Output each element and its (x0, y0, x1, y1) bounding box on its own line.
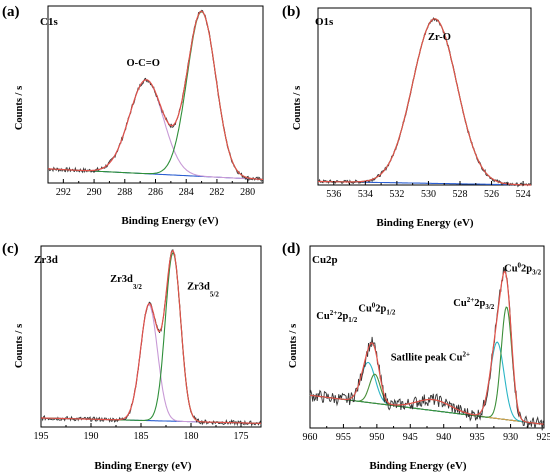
plot-frame (317, 7, 532, 186)
panel-d-ylabel: Counts / s (288, 324, 299, 368)
x-tick-label: 286 (148, 187, 163, 198)
x-tick-label: 175 (234, 431, 249, 442)
x-tick-label: 280 (240, 187, 255, 198)
peak-component-1 (47, 11, 263, 180)
peak-annotation-2: Satllite peak Cu2+ (391, 351, 470, 364)
panel-a-ylabel: Counts / s (14, 86, 25, 130)
raw-data-line (317, 16, 532, 188)
panel-b-ylabel: Counts / s (292, 86, 303, 130)
x-tick-label: 524 (516, 189, 531, 200)
panel-d-xlabel: Binding Energy (eV) (369, 460, 467, 472)
panel-b-plot: 536 534 532 530 528 526 524 Zr-O (317, 7, 532, 200)
peak-component-0 (318, 18, 531, 186)
peak-component-0 (309, 361, 545, 425)
panel-d-plot: 960 955 950 945 940 935 930 925 Cu2+2p1/2Cu02p1/… (303, 245, 550, 443)
x-tick-label: 195 (34, 431, 49, 442)
x-tick-label: 532 (389, 189, 404, 200)
envelope-line (40, 249, 261, 424)
x-tick-label: 282 (209, 187, 224, 198)
x-tick-label: 960 (303, 432, 318, 443)
peak-component-4 (309, 306, 545, 425)
panel-c-label: (c) (2, 241, 19, 257)
panel-c-plot: 195 190 185 180 175 Zr3d3/2 Zr3d5/2 (34, 245, 262, 442)
x-tick-label: 526 (484, 189, 499, 200)
x-tick-label: 180 (184, 431, 199, 442)
plot-frame (40, 245, 262, 428)
panel-c-xlabel: Binding Energy (eV) (94, 460, 192, 472)
panel-c-element-label: Zr3d (34, 254, 58, 266)
panel-b-xlabel: Binding Energy (eV) (376, 217, 474, 229)
envelope-line (318, 18, 531, 186)
x-tick-label: 190 (84, 431, 99, 442)
x-tick-label: 930 (503, 432, 518, 443)
panel-d-element-label: Cu2p (312, 254, 338, 266)
x-tick-label: 530 (421, 189, 436, 200)
peak-annotation-4: Cu02p3/2 (504, 261, 541, 276)
panel-c-ylabel: Counts / s (14, 324, 25, 368)
envelope-line (47, 10, 263, 180)
x-tick-label: 288 (117, 187, 132, 198)
x-tick-label: 185 (134, 431, 149, 442)
x-tick-label: 534 (358, 189, 373, 200)
peak-annotation-0: Zr3d3/2 (110, 274, 142, 291)
x-tick-label: 528 (453, 189, 468, 200)
x-tick-label: 935 (470, 432, 485, 443)
panel-b-label: (b) (282, 4, 300, 20)
peak-component-1 (40, 252, 261, 424)
x-tick-label: 290 (87, 187, 102, 198)
envelope-line (309, 270, 545, 425)
peak-annotation-3: Cu2+2p3/2 (453, 296, 494, 311)
x-tick-label: 955 (336, 432, 351, 443)
panel-d-label: (d) (282, 241, 300, 257)
x-tick-label: 925 (537, 432, 550, 443)
x-tick-label: 292 (56, 187, 71, 198)
x-tick-label: 945 (403, 432, 418, 443)
peak-annotation-0: O-C=O (127, 58, 160, 69)
peak-component-0 (40, 304, 261, 424)
x-tick-label: 284 (179, 187, 194, 198)
panel-c: (c) Zr3d Counts / s Binding Energy (eV) … (2, 241, 262, 472)
peak-annotation-0: Zr-O (428, 32, 451, 43)
panel-a-xlabel: Binding Energy (eV) (121, 215, 219, 227)
panel-d: (d) Cu2p Counts / s Binding Energy (eV) … (282, 241, 550, 472)
raw-data-line (40, 249, 262, 427)
peak-annotation-1: Zr3d5/2 (187, 281, 219, 298)
panel-a: (a) C1s Counts / s Binding Energy (eV) 2… (2, 4, 264, 227)
panel-a-label: (a) (2, 4, 20, 20)
raw-data-line (309, 266, 545, 431)
x-tick-label: 950 (369, 432, 384, 443)
x-tick-label: 536 (326, 189, 341, 200)
panel-b-element-label: O1s (315, 16, 334, 28)
x-tick-label: 940 (436, 432, 451, 443)
panel-b: (b) O1s Counts / s Binding Energy (eV) 5… (282, 4, 532, 229)
panel-a-element-label: C1s (40, 16, 58, 28)
peak-annotation-0: Cu2+2p1/2 (316, 309, 357, 324)
peak-annotation-1: Cu02p1/2 (358, 302, 395, 317)
